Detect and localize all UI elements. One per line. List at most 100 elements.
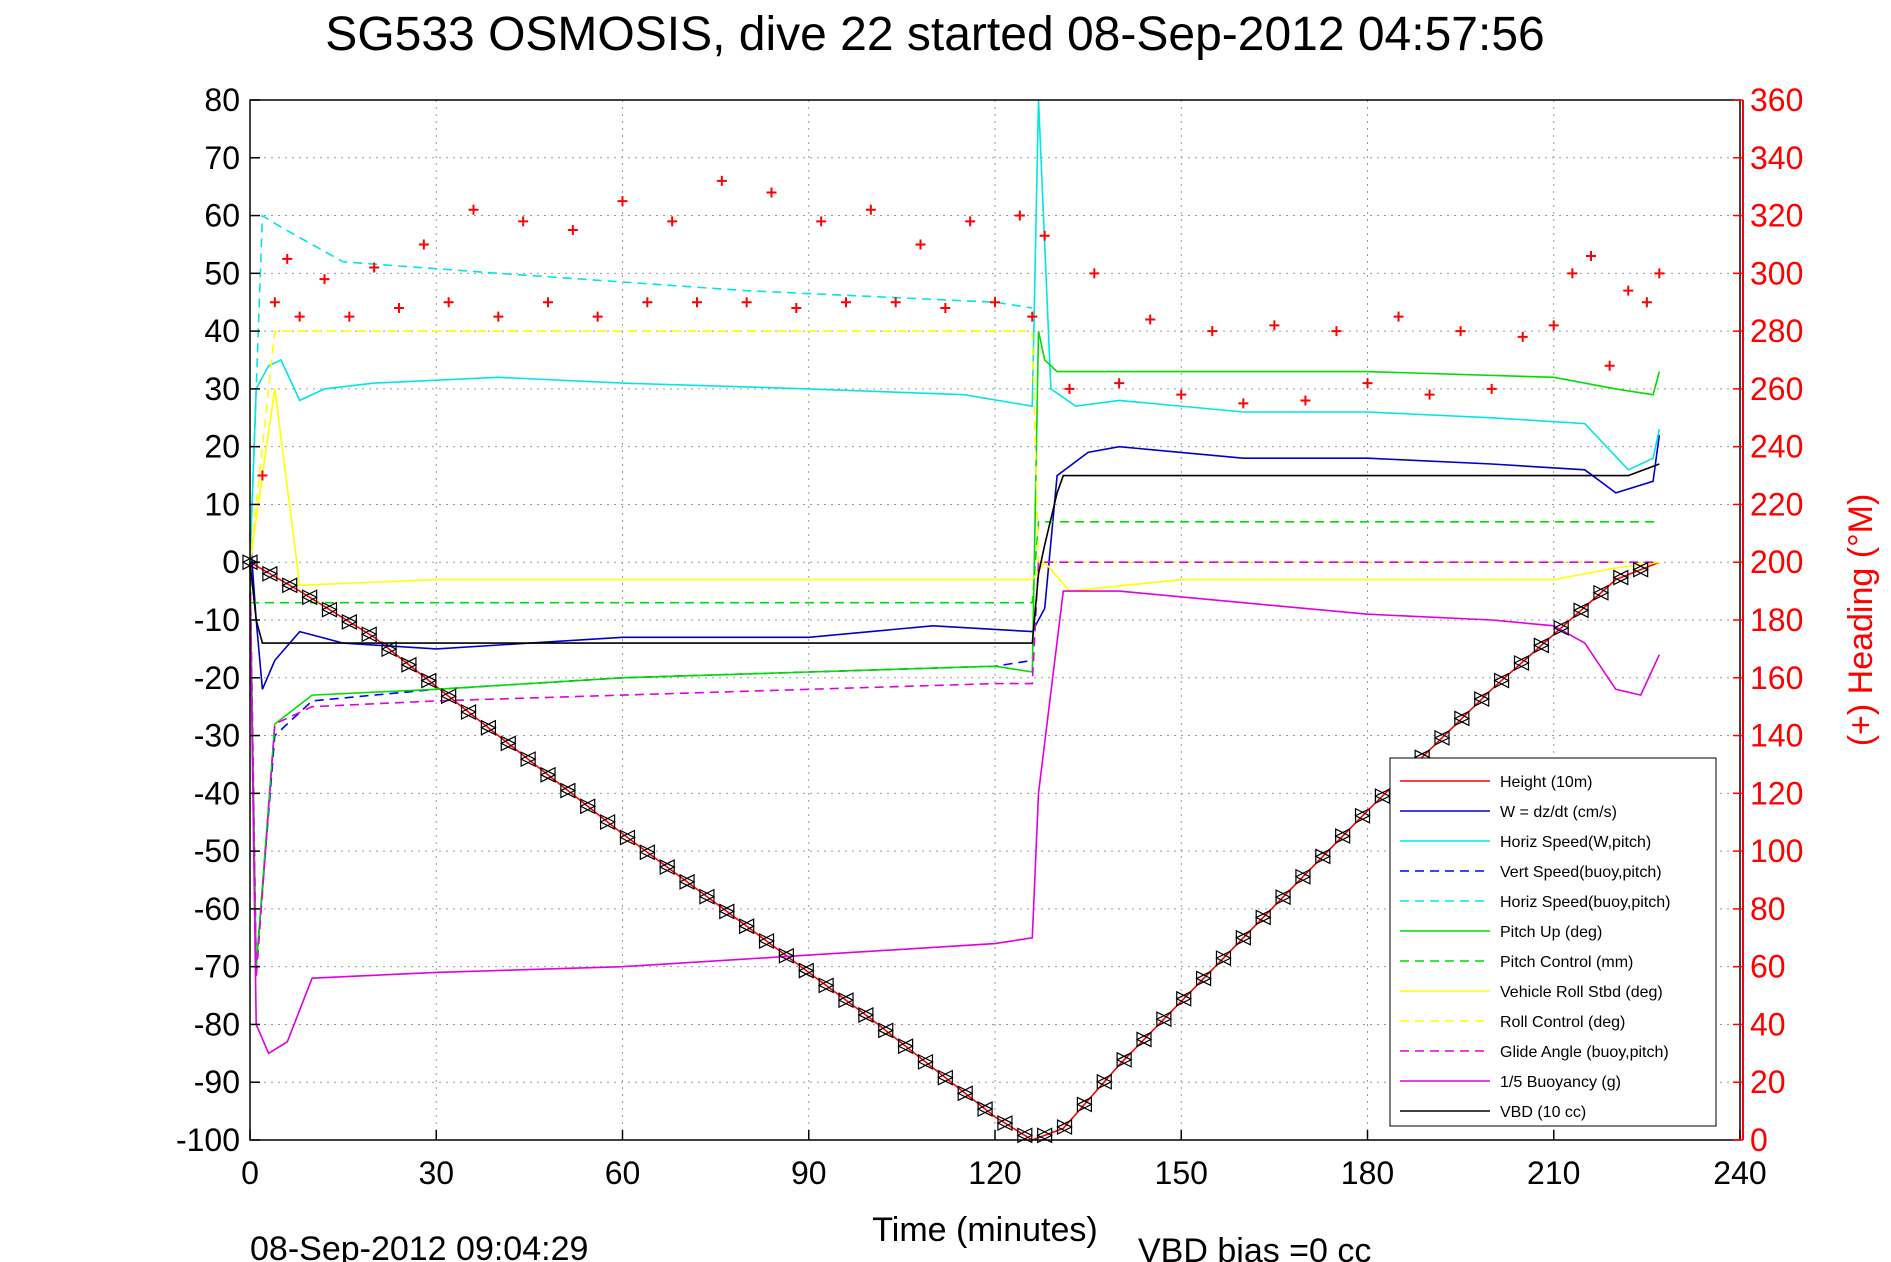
- height-marker: [658, 859, 676, 876]
- legend-label: Horiz Speed(W,pitch): [1500, 834, 1651, 851]
- height-marker: [897, 1038, 914, 1055]
- height-marker: [857, 1006, 875, 1023]
- heading-point: [518, 216, 529, 227]
- heading-point: [1145, 314, 1156, 325]
- series-layer: [241, 99, 1665, 1144]
- y-tick-label: 0: [222, 544, 240, 580]
- y-tick-label: 60: [204, 198, 240, 234]
- y-tick-label: 50: [204, 255, 240, 291]
- y-right-tick-label: 40: [1750, 1006, 1786, 1042]
- 1-5-buoyancy-g-line: [249, 590, 1661, 1055]
- height-marker: [1572, 602, 1590, 619]
- heading-point: [1207, 326, 1218, 337]
- height-marker: [519, 751, 537, 768]
- heading-point: [741, 297, 752, 308]
- y-right-tick-label: 160: [1750, 660, 1803, 696]
- height-marker: [559, 782, 577, 799]
- height-marker: [321, 601, 338, 618]
- heading-point: [1176, 389, 1187, 400]
- y-right-tick-label: 120: [1750, 775, 1803, 811]
- height-marker: [1632, 561, 1650, 578]
- height-marker: [698, 888, 716, 905]
- height-marker: [1314, 848, 1332, 865]
- heading-point: [865, 204, 876, 215]
- legend-label: W = dz/dt (cm/s): [1500, 804, 1617, 821]
- x-axis-label: Time (minutes): [872, 1211, 1097, 1249]
- y-tick-label: 30: [204, 371, 240, 407]
- height-marker: [380, 641, 398, 658]
- x-tick-label: 0: [241, 1155, 259, 1191]
- height-marker: [817, 977, 835, 994]
- glide-angle-buoy-pitch-line: [249, 561, 1660, 979]
- y-tick-label: -100: [176, 1122, 240, 1158]
- height-marker: [877, 1022, 895, 1039]
- height-marker: [1473, 691, 1491, 708]
- heading-point: [1238, 398, 1249, 409]
- vehicle-roll-stbd-deg-line: [249, 388, 1660, 592]
- vert-speed-buoy-pitch-line: [249, 562, 1033, 967]
- height-marker: [797, 962, 815, 979]
- legend-label: Pitch Control (mm): [1500, 954, 1633, 971]
- height-marker: [1552, 619, 1570, 636]
- heading-point: [766, 187, 777, 198]
- heading-point: [592, 311, 603, 322]
- heading-point: [567, 225, 578, 235]
- heading-point: [1486, 383, 1497, 394]
- height-marker: [1532, 637, 1550, 654]
- height-marker: [1493, 672, 1510, 689]
- height-marker: [917, 1053, 934, 1070]
- height-marker: [281, 577, 299, 594]
- heading-point: [1623, 285, 1634, 296]
- height-marker: [996, 1115, 1014, 1132]
- heading-point: [319, 274, 330, 285]
- x-tick-label: 120: [968, 1155, 1021, 1191]
- y-tick-label: -30: [194, 718, 240, 754]
- y-tick-label: -20: [194, 660, 240, 696]
- height-marker: [1155, 1011, 1173, 1028]
- height-marker: [1334, 828, 1352, 845]
- heading-point: [1039, 230, 1050, 241]
- x-tick-label: 240: [1713, 1155, 1766, 1191]
- vbd-bias-label: VBD bias =0 cc: [1138, 1232, 1371, 1262]
- y-tick-label: 40: [204, 313, 240, 349]
- y-tick-label: -90: [194, 1064, 240, 1100]
- height-marker: [499, 735, 517, 752]
- height-marker: [1016, 1127, 1034, 1144]
- y-right-tick-label: 20: [1750, 1064, 1786, 1100]
- heading-point: [369, 262, 380, 273]
- heading-point: [1089, 268, 1100, 279]
- height-marker: [1513, 655, 1530, 671]
- height-marker: [420, 672, 438, 689]
- heading-point: [418, 239, 429, 250]
- pitch-up-deg-line: [249, 330, 1661, 967]
- heading-point: [543, 297, 553, 308]
- y-right-tick-label: 240: [1750, 429, 1803, 465]
- height-marker: [1294, 868, 1312, 885]
- x-tick-label: 180: [1341, 1155, 1394, 1191]
- vbd-10-cc-line: [249, 463, 1660, 644]
- heading-point: [716, 175, 727, 186]
- y-right-tick-label: 60: [1750, 949, 1786, 985]
- height-marker: [1076, 1096, 1093, 1113]
- height-marker: [440, 688, 458, 705]
- w-dz-dt-cm-s-line: [249, 434, 1661, 690]
- heading-point: [443, 297, 454, 308]
- y-right-tick-label: 200: [1750, 544, 1803, 580]
- heading-point: [1269, 320, 1280, 331]
- x-tick-label: 60: [605, 1155, 641, 1191]
- height-marker: [1433, 729, 1451, 746]
- height-marker: [480, 719, 497, 736]
- heading-point: [692, 297, 702, 308]
- heading-point: [1300, 395, 1311, 406]
- heading-point: [1604, 360, 1615, 371]
- heading-point: [1654, 268, 1665, 279]
- chart-title: SG533 OSMOSIS, dive 22 started 08-Sep-20…: [325, 8, 1544, 61]
- height-marker: [1254, 909, 1272, 926]
- height-marker: [1354, 807, 1371, 824]
- height-marker: [638, 844, 656, 861]
- y-right-tick-label: 180: [1750, 602, 1803, 638]
- heading-point: [1424, 389, 1435, 400]
- height-marker: [599, 814, 616, 830]
- heading-point: [344, 311, 355, 322]
- heading-point: [282, 253, 293, 264]
